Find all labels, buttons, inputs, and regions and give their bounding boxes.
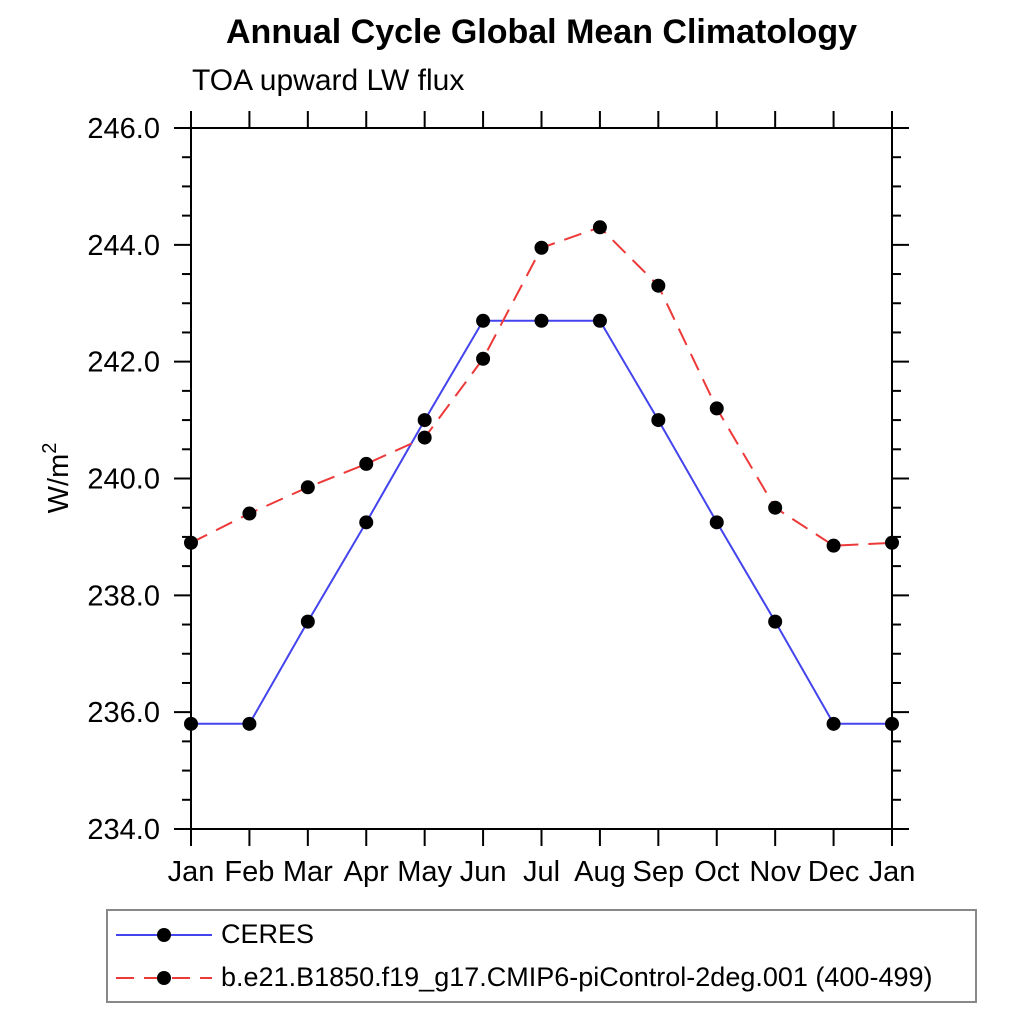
x-tick-label: Aug [574, 856, 626, 888]
legend-row-ceres: CERES [114, 919, 975, 950]
data-point-marker [592, 313, 607, 328]
data-point-marker [885, 716, 899, 731]
data-point-marker [417, 413, 432, 428]
y-tick-label: 246.0 [87, 113, 160, 145]
x-tick-label: Dec [808, 856, 860, 888]
data-point-marker [768, 500, 783, 515]
data-point-marker [709, 401, 724, 416]
legend-sample-marker [157, 927, 171, 942]
x-tick-label: Jan [168, 856, 215, 888]
x-tick-label: Jun [460, 856, 507, 888]
legend-row-model: b.e21.B1850.f19_g17.CMIP6-piControl-2deg… [114, 962, 975, 993]
x-tick-label: Feb [224, 856, 274, 888]
legend-label-ceres: CERES [221, 919, 315, 949]
y-tick-label: 238.0 [87, 580, 160, 612]
data-point-marker [359, 515, 374, 530]
data-point-marker [476, 313, 491, 328]
data-point-marker [651, 278, 666, 293]
legend: CERES b.e21.B1850.f19_g17.CMIP6-piContro… [106, 909, 977, 1003]
data-point-marker [417, 430, 432, 445]
y-tick-label: 236.0 [87, 697, 160, 729]
legend-line-sample-dashed [116, 970, 212, 985]
data-point-marker [768, 614, 783, 629]
legend-sample-marker [157, 970, 171, 985]
x-tick-label: Apr [344, 856, 389, 888]
plot-frame [190, 127, 893, 830]
legend-label-model: b.e21.B1850.f19_g17.CMIP6-piControl-2deg… [221, 962, 933, 992]
x-tick-label: Oct [694, 856, 739, 888]
x-tick-label: Mar [283, 856, 333, 888]
data-point-marker [651, 413, 666, 428]
x-tick-label: Nov [749, 856, 801, 888]
data-point-marker [476, 351, 491, 366]
y-tick-label: 242.0 [87, 347, 160, 379]
data-point-marker [184, 716, 198, 731]
data-point-marker [709, 515, 724, 530]
data-point-marker [826, 716, 841, 731]
data-point-marker [184, 535, 198, 550]
x-tick-label: Sep [633, 856, 685, 888]
data-point-marker [242, 506, 257, 521]
data-point-marker [826, 538, 841, 553]
chart-subtitle: TOA upward LW flux [192, 64, 465, 97]
data-point-marker [300, 480, 315, 495]
x-tick-label: Jul [523, 856, 560, 888]
series-line-solid [191, 319, 892, 725]
data-point-marker [534, 240, 549, 255]
legend-line-sample-solid [116, 927, 212, 942]
y-tick-label: 244.0 [87, 230, 160, 262]
data-point-marker [300, 614, 315, 629]
data-point-marker [885, 535, 899, 550]
x-tick-label: May [397, 856, 452, 888]
data-point-marker [592, 220, 607, 235]
y-axis-title: W/m2 [39, 443, 75, 514]
y-tick-label: 234.0 [87, 814, 160, 846]
chart-title: Annual Cycle Global Mean Climatology [226, 13, 857, 51]
data-point-marker [242, 716, 257, 731]
data-point-marker [359, 456, 374, 471]
x-tick-label: Jan [869, 856, 916, 888]
y-tick-label: 240.0 [87, 464, 160, 496]
series-line-dashed [190, 226, 893, 547]
data-point-marker [534, 313, 549, 328]
